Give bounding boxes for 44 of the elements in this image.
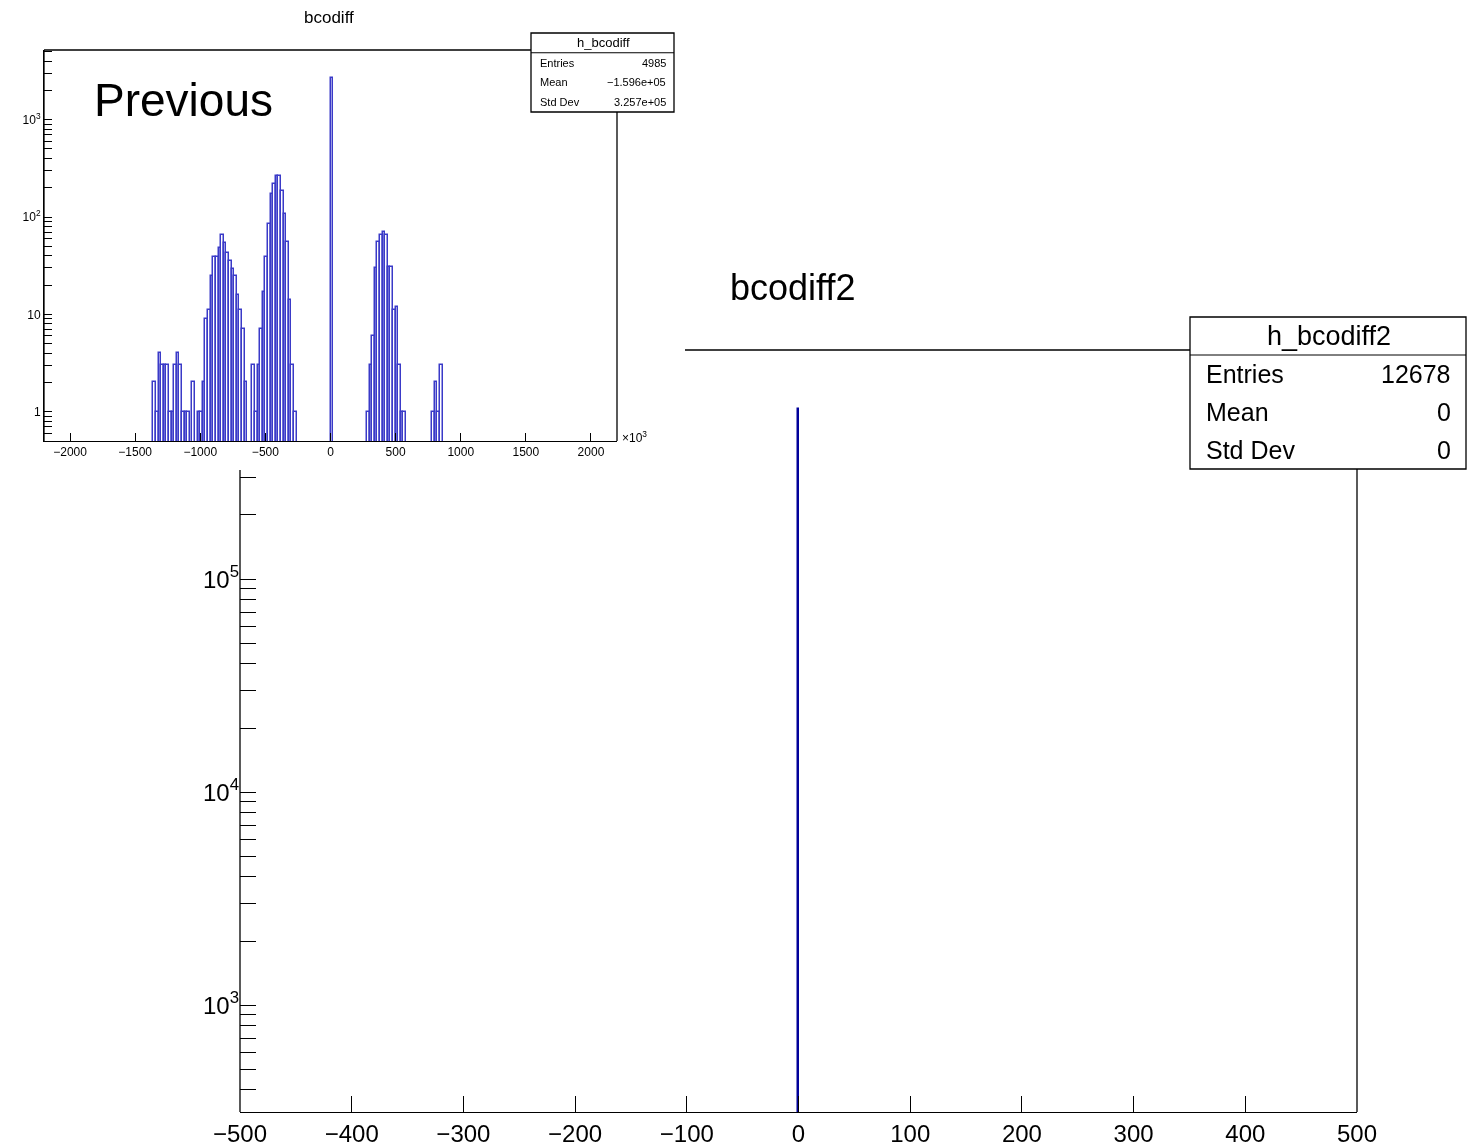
- x-tick-label: −100: [659, 1119, 714, 1147]
- annotation: Std Dev: [1206, 436, 1296, 464]
- x-tick-label: −300: [436, 1119, 491, 1147]
- annotation: Mean: [540, 76, 568, 88]
- annotation: Mean: [1206, 398, 1269, 426]
- x-tick-label: 100: [890, 1119, 931, 1147]
- x-tick-label: 400: [1225, 1119, 1266, 1147]
- x-tick-label: −1500: [118, 445, 153, 460]
- x-tick-label: 200: [1001, 1119, 1042, 1147]
- y-tick-label: 10$^{3}$: [202, 988, 239, 1019]
- chart-title: bcodiff2: [730, 267, 856, 308]
- annotation: h_bcodiff: [577, 35, 630, 50]
- y-tick-label: 10$^{3}$: [22, 110, 41, 127]
- annotation: Entries: [1206, 360, 1284, 388]
- x-tick-label: −200: [548, 1119, 603, 1147]
- annotation: Previous: [94, 74, 273, 126]
- x-tick-label: 500: [385, 445, 406, 460]
- y-tick-label: 1: [33, 404, 41, 419]
- text: 12678: [1381, 360, 1451, 388]
- chart-title: bcodiff: [304, 8, 355, 27]
- annotation: −1.596e+05: [607, 76, 666, 88]
- x-tick-label: −400: [324, 1119, 379, 1147]
- x-axis-title: ×10$^{3}$: [622, 429, 648, 446]
- y-tick-label: 10: [27, 307, 41, 322]
- x-tick-label: 500: [1336, 1119, 1378, 1147]
- x-tick-label: −1000: [183, 445, 218, 460]
- x-tick-label: 0: [791, 1119, 806, 1147]
- annotation: Entries: [540, 57, 575, 69]
- annotation: Std Dev: [540, 96, 580, 108]
- annotation: 3.257e+05: [614, 96, 667, 108]
- x-tick-label: 300: [1113, 1119, 1154, 1147]
- annotation: h_bcodiff2: [1267, 321, 1392, 351]
- x-tick-label: 1000: [447, 445, 475, 460]
- y-tick-label: 10$^{2}$: [22, 208, 41, 225]
- x-tick-label: 2000: [577, 445, 605, 460]
- text: 0: [1437, 398, 1451, 426]
- y-tick-label: 10$^{4}$: [202, 775, 239, 806]
- x-tick-label: −500: [251, 445, 280, 460]
- x-tick-label: −2000: [53, 445, 88, 460]
- x-tick-label: −500: [212, 1119, 268, 1147]
- text: 4985: [642, 57, 667, 69]
- y-tick-label: 10$^{5}$: [202, 562, 239, 593]
- x-tick-label: 1500: [512, 445, 540, 460]
- x-tick-label: 0: [327, 445, 335, 460]
